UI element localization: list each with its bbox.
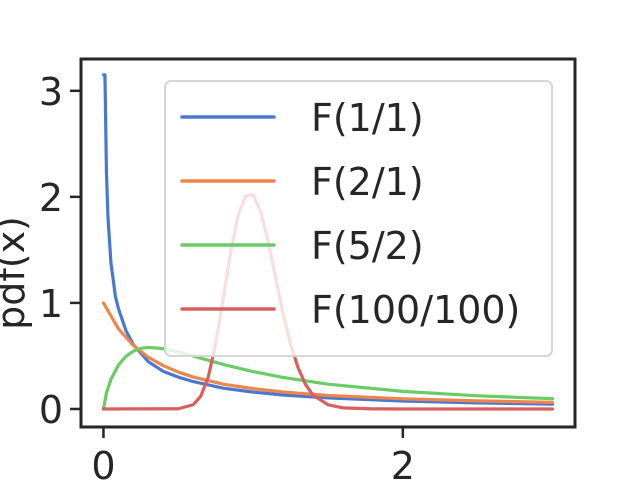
y-axis-label: pdf(x) [0,216,33,330]
legend-label-2: F(2/1) [311,160,424,204]
x-tick-label: 2 [391,444,415,480]
x-tick-label: 0 [91,444,115,480]
y-tick-label: 3 [39,70,63,114]
legend-label-1: F(1/1) [311,96,424,140]
legend-label-3: F(5/2) [311,224,424,268]
y-tick-label: 1 [39,282,63,326]
legend-label-4: F(100/100) [311,288,520,332]
y-tick-label: 2 [39,176,63,220]
legend-box [164,80,553,357]
series-line-1 [102,73,555,406]
plot-frame [79,57,577,429]
y-tick-label: 0 [39,388,63,432]
legend: F(1/1) F(2/1) F(5/2) F(100/100) [164,80,553,357]
axis-layer: 0 2 0 1 2 3 pdf(x) [0,70,415,480]
